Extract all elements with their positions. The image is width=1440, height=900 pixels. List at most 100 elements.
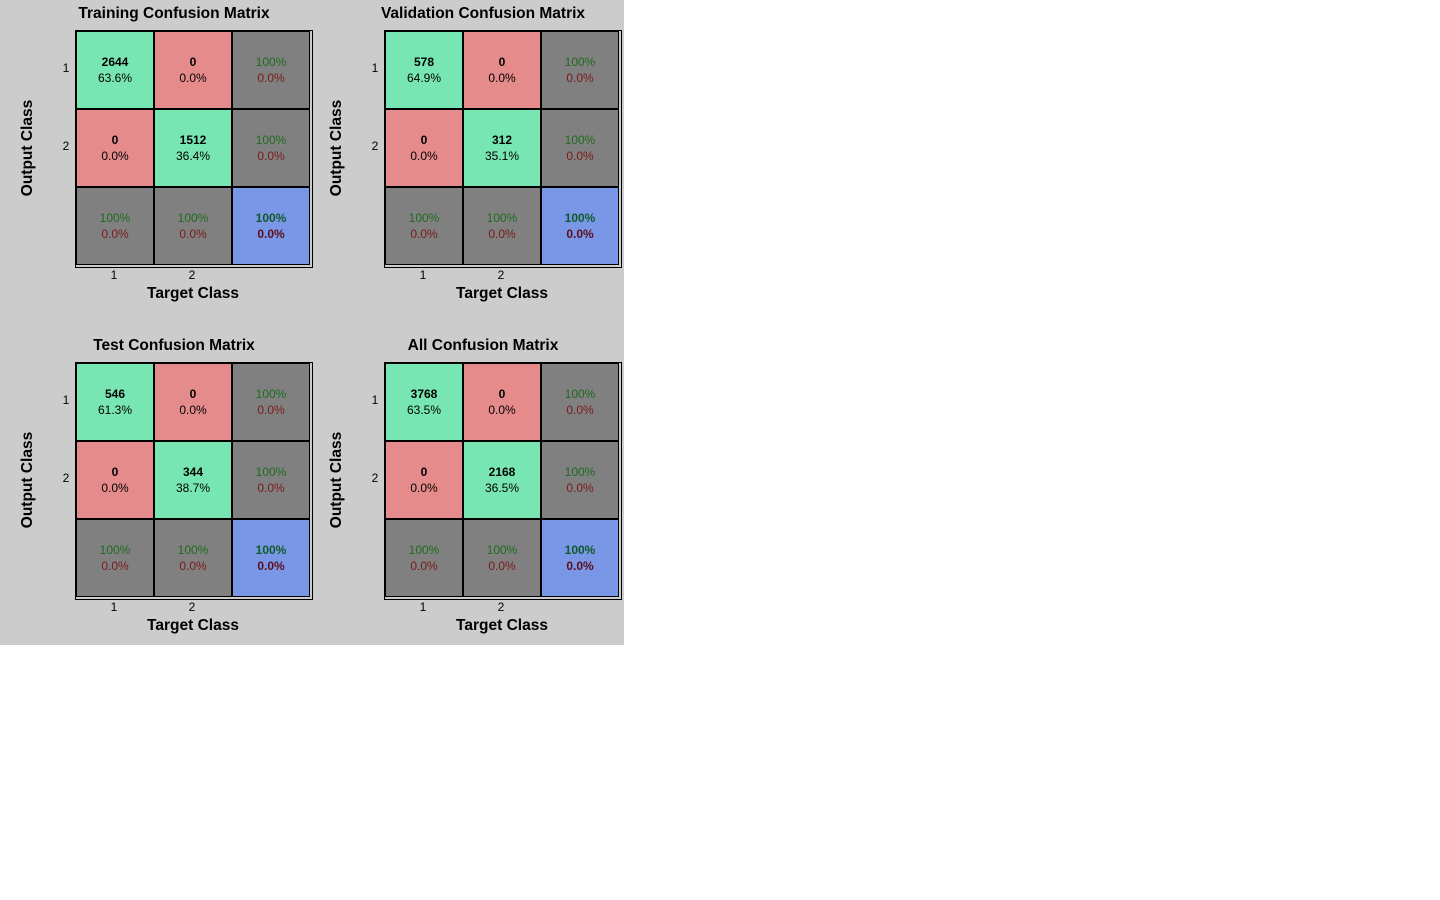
cell-percent: 35.1%	[484, 149, 520, 163]
accuracy-percent: 100%	[564, 211, 596, 225]
training-confusion-matrix: Training Confusion Matrix Output Class 1 1 2…	[18, 0, 330, 322]
chart-title: Test Confusion Matrix	[93, 337, 255, 354]
all-confusion-matrix: All Confusion Matrix Output Class 1 1 2 2 Targ…	[327, 332, 639, 654]
cell-percent: 63.6%	[97, 71, 133, 85]
correct-cell: 3768 63.5%	[385, 363, 463, 441]
column-summary-cell: 100% 0.0%	[385, 519, 463, 597]
y-tick-label: 2	[62, 139, 70, 153]
column-summary-cell: 100% 0.0%	[463, 187, 541, 265]
x-tick-label: 1	[110, 600, 118, 614]
y-axis-label-text: Output Class	[328, 99, 345, 197]
error-cell: 0 0.0%	[385, 441, 463, 519]
cell-percent: 0.0%	[179, 403, 207, 417]
column-summary-cell: 100% 0.0%	[385, 187, 463, 265]
error-percent: 0.0%	[410, 227, 438, 241]
x-axis-label: Target Class	[456, 617, 548, 634]
y-axis-label-text: Output Class	[19, 431, 36, 529]
accuracy-percent: 100%	[255, 133, 287, 147]
matrix-grid: 578 64.9% 0 0.0% 100% 0.0% 0 0.0% 312 35.1% 100% 0.…	[384, 30, 622, 268]
y-tick-label: 1	[371, 393, 379, 407]
error-percent: 0.0%	[257, 559, 285, 573]
x-axis-label: Target Class	[147, 285, 239, 302]
y-tick-label: 2	[371, 471, 379, 485]
total-accuracy-cell: 100% 0.0%	[541, 187, 619, 265]
row-summary-cell: 100% 0.0%	[541, 363, 619, 441]
cell-count: 0	[111, 465, 119, 479]
x-tick-label: 1	[419, 268, 427, 282]
error-cell: 0 0.0%	[76, 109, 154, 187]
error-cell: 0 0.0%	[76, 441, 154, 519]
cell-count: 0	[420, 465, 428, 479]
column-summary-cell: 100% 0.0%	[154, 519, 232, 597]
cell-percent: 0.0%	[410, 149, 438, 163]
y-axis-label-text: Output Class	[328, 431, 345, 529]
cell-count: 0	[420, 133, 428, 147]
row-summary-cell: 100% 0.0%	[541, 109, 619, 187]
y-tick-label: 1	[62, 61, 70, 75]
cell-percent: 0.0%	[101, 481, 129, 495]
error-percent: 0.0%	[257, 227, 285, 241]
accuracy-percent: 100%	[564, 133, 596, 147]
cell-count: 312	[491, 133, 513, 147]
correct-cell: 1512 36.4%	[154, 109, 232, 187]
cell-count: 3768	[410, 387, 438, 401]
y-tick-label: 2	[62, 471, 70, 485]
row-summary-cell: 100% 0.0%	[232, 363, 310, 441]
correct-cell: 578 64.9%	[385, 31, 463, 109]
cell-count: 546	[104, 387, 126, 401]
error-percent: 0.0%	[410, 559, 438, 573]
error-percent: 0.0%	[179, 559, 207, 573]
correct-cell: 344 38.7%	[154, 441, 232, 519]
error-percent: 0.0%	[566, 403, 594, 417]
correct-cell: 2644 63.6%	[76, 31, 154, 109]
cell-percent: 0.0%	[488, 403, 516, 417]
row-summary-cell: 100% 0.0%	[232, 31, 310, 109]
error-percent: 0.0%	[566, 149, 594, 163]
matrix-grid: 546 61.3% 0 0.0% 100% 0.0% 0 0.0% 344 38.7% 100% 0.…	[75, 362, 313, 600]
error-cell: 0 0.0%	[154, 31, 232, 109]
matrix-grid: 3768 63.5% 0 0.0% 100% 0.0% 0 0.0% 2168 36.5% 100%…	[384, 362, 622, 600]
error-percent: 0.0%	[488, 227, 516, 241]
accuracy-percent: 100%	[564, 465, 596, 479]
chart-title: Validation Confusion Matrix	[380, 5, 586, 22]
accuracy-percent: 100%	[177, 211, 209, 225]
column-summary-cell: 100% 0.0%	[76, 187, 154, 265]
cell-percent: 36.5%	[484, 481, 520, 495]
column-summary-cell: 100% 0.0%	[463, 519, 541, 597]
test-confusion-matrix: Test Confusion Matrix Output Class 1 1 2 2 Tar…	[18, 332, 330, 654]
x-tick-label: 2	[497, 600, 505, 614]
x-axis-label: Target Class	[147, 617, 239, 634]
accuracy-percent: 100%	[255, 465, 287, 479]
x-tick-label: 2	[188, 268, 196, 282]
error-percent: 0.0%	[566, 481, 594, 495]
cell-count: 2168	[488, 465, 516, 479]
accuracy-percent: 100%	[99, 543, 131, 557]
x-axis-label: Target Class	[456, 285, 548, 302]
accuracy-percent: 100%	[486, 211, 518, 225]
x-tick-label: 1	[419, 600, 427, 614]
accuracy-percent: 100%	[177, 543, 209, 557]
matrix-grid: 2644 63.6% 0 0.0% 100% 0.0% 0 0.0% 1512 36.4% 100%…	[75, 30, 313, 268]
error-percent: 0.0%	[566, 227, 594, 241]
row-summary-cell: 100% 0.0%	[232, 109, 310, 187]
error-percent: 0.0%	[179, 227, 207, 241]
error-cell: 0 0.0%	[385, 109, 463, 187]
cell-percent: 64.9%	[406, 71, 442, 85]
accuracy-percent: 100%	[99, 211, 131, 225]
chart-title: Training Confusion Matrix	[78, 5, 270, 22]
error-percent: 0.0%	[566, 559, 594, 573]
cell-count: 0	[498, 387, 506, 401]
error-percent: 0.0%	[257, 403, 285, 417]
error-percent: 0.0%	[566, 71, 594, 85]
accuracy-percent: 100%	[564, 387, 596, 401]
y-tick-label: 2	[371, 139, 379, 153]
cell-percent: 61.3%	[97, 403, 133, 417]
accuracy-percent: 100%	[486, 543, 518, 557]
row-summary-cell: 100% 0.0%	[232, 441, 310, 519]
error-percent: 0.0%	[101, 559, 129, 573]
error-cell: 0 0.0%	[463, 363, 541, 441]
accuracy-percent: 100%	[564, 55, 596, 69]
cell-count: 0	[189, 387, 197, 401]
confusion-matrix-figure: Training Confusion Matrix Output Class 1 1 2…	[0, 0, 624, 645]
error-cell: 0 0.0%	[463, 31, 541, 109]
